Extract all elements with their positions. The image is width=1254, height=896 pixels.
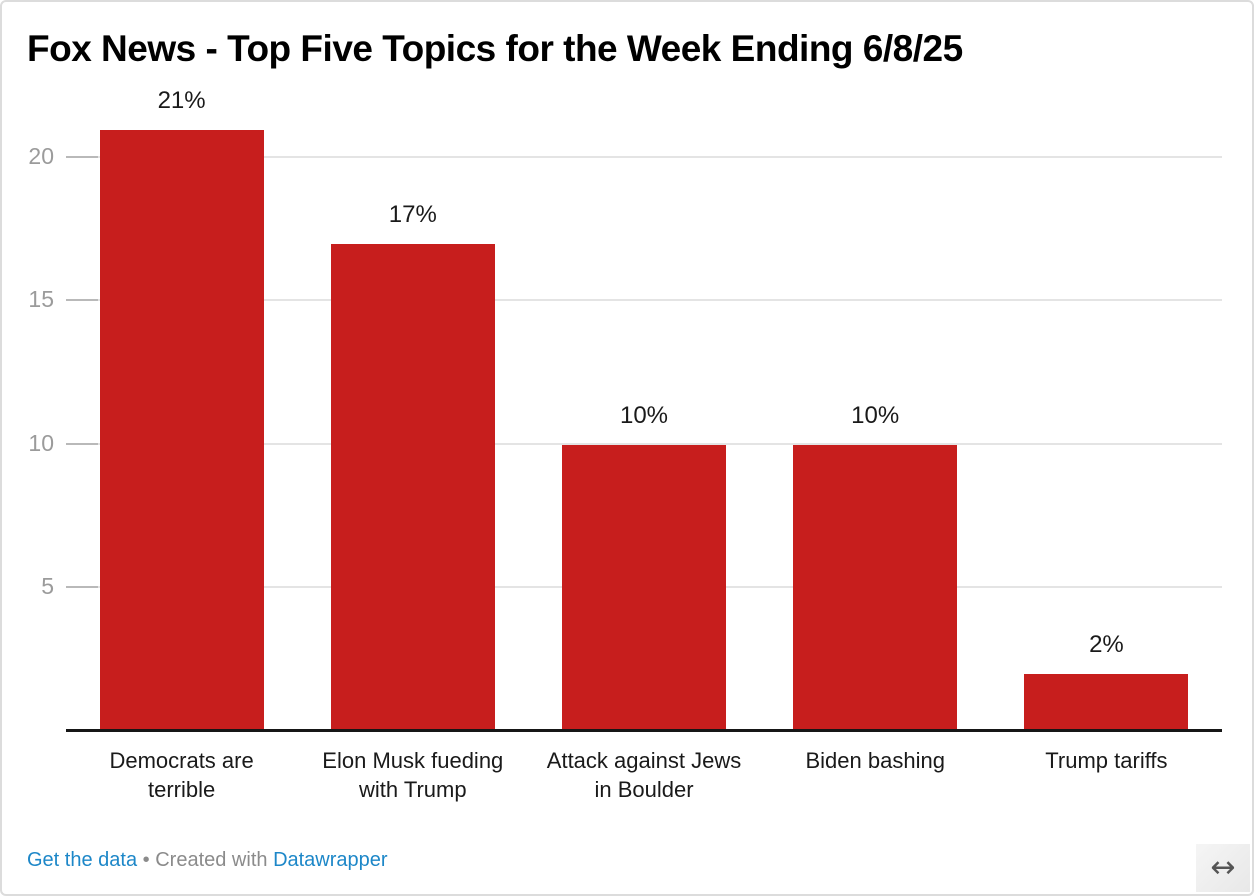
chart-title: Fox News - Top Five Topics for the Week … — [27, 28, 963, 69]
gridline — [66, 443, 1222, 445]
get-the-data-link[interactable]: Get the data — [27, 849, 138, 871]
bar-slot: 17% — [297, 101, 528, 731]
axis-tick — [66, 586, 98, 588]
y-tick-label: 5 — [41, 573, 54, 599]
axis-tick — [66, 156, 98, 158]
y-tick-label: 15 — [28, 286, 54, 312]
y-tick-label: 10 — [28, 430, 54, 456]
bar-value-label: 2% — [1089, 631, 1124, 658]
bar — [1024, 674, 1189, 731]
footer: Get the data • Created with Datawrapper — [27, 848, 388, 872]
bar-slot: 2% — [991, 101, 1222, 731]
gridline — [66, 156, 1222, 158]
bar — [330, 244, 495, 731]
bar — [99, 130, 264, 731]
y-tick-label: 20 — [28, 143, 54, 169]
x-category-label: Elon Musk fueding with Trump — [322, 748, 504, 802]
bar — [793, 445, 958, 731]
horizontal-resize-arrow-icon: ↔ — [1210, 850, 1236, 885]
bar-value-label: 10% — [851, 402, 900, 429]
axis-tick — [66, 299, 98, 301]
bar-slot: 21% — [66, 89, 297, 731]
x-category-label: Biden bashing — [805, 748, 945, 773]
footer-separator: • — [142, 849, 150, 871]
bar-value-label: 17% — [388, 201, 437, 228]
plot-area: 5 10 15 20 21% 17% 10% 10% 2% — [28, 89, 1222, 732]
x-axis-labels: Democrats are terrible Elon Musk fueding … — [66, 746, 1222, 804]
datawrapper-link[interactable]: Datawrapper — [273, 849, 388, 871]
x-category-label: Democrats are terrible — [109, 748, 254, 802]
bar — [562, 445, 726, 731]
x-category-label: Attack against Jews in Boulder — [546, 748, 742, 802]
axis-tick — [66, 443, 98, 445]
bar-value-label: 10% — [619, 402, 669, 429]
bar-slot: 10% — [760, 101, 991, 731]
resize-handle[interactable]: ↔ — [1196, 844, 1250, 892]
footer-created-with-text: Created with — [155, 849, 268, 871]
bar-slot: 10% — [528, 101, 759, 731]
bars-layer: 21% 17% 10% 10% 2% — [66, 89, 1222, 731]
bar-value-label: 21% — [157, 87, 206, 114]
x-category-label: Trump tariffs — [1045, 748, 1168, 773]
x-axis-line — [66, 729, 1222, 732]
gridline — [66, 299, 1222, 301]
